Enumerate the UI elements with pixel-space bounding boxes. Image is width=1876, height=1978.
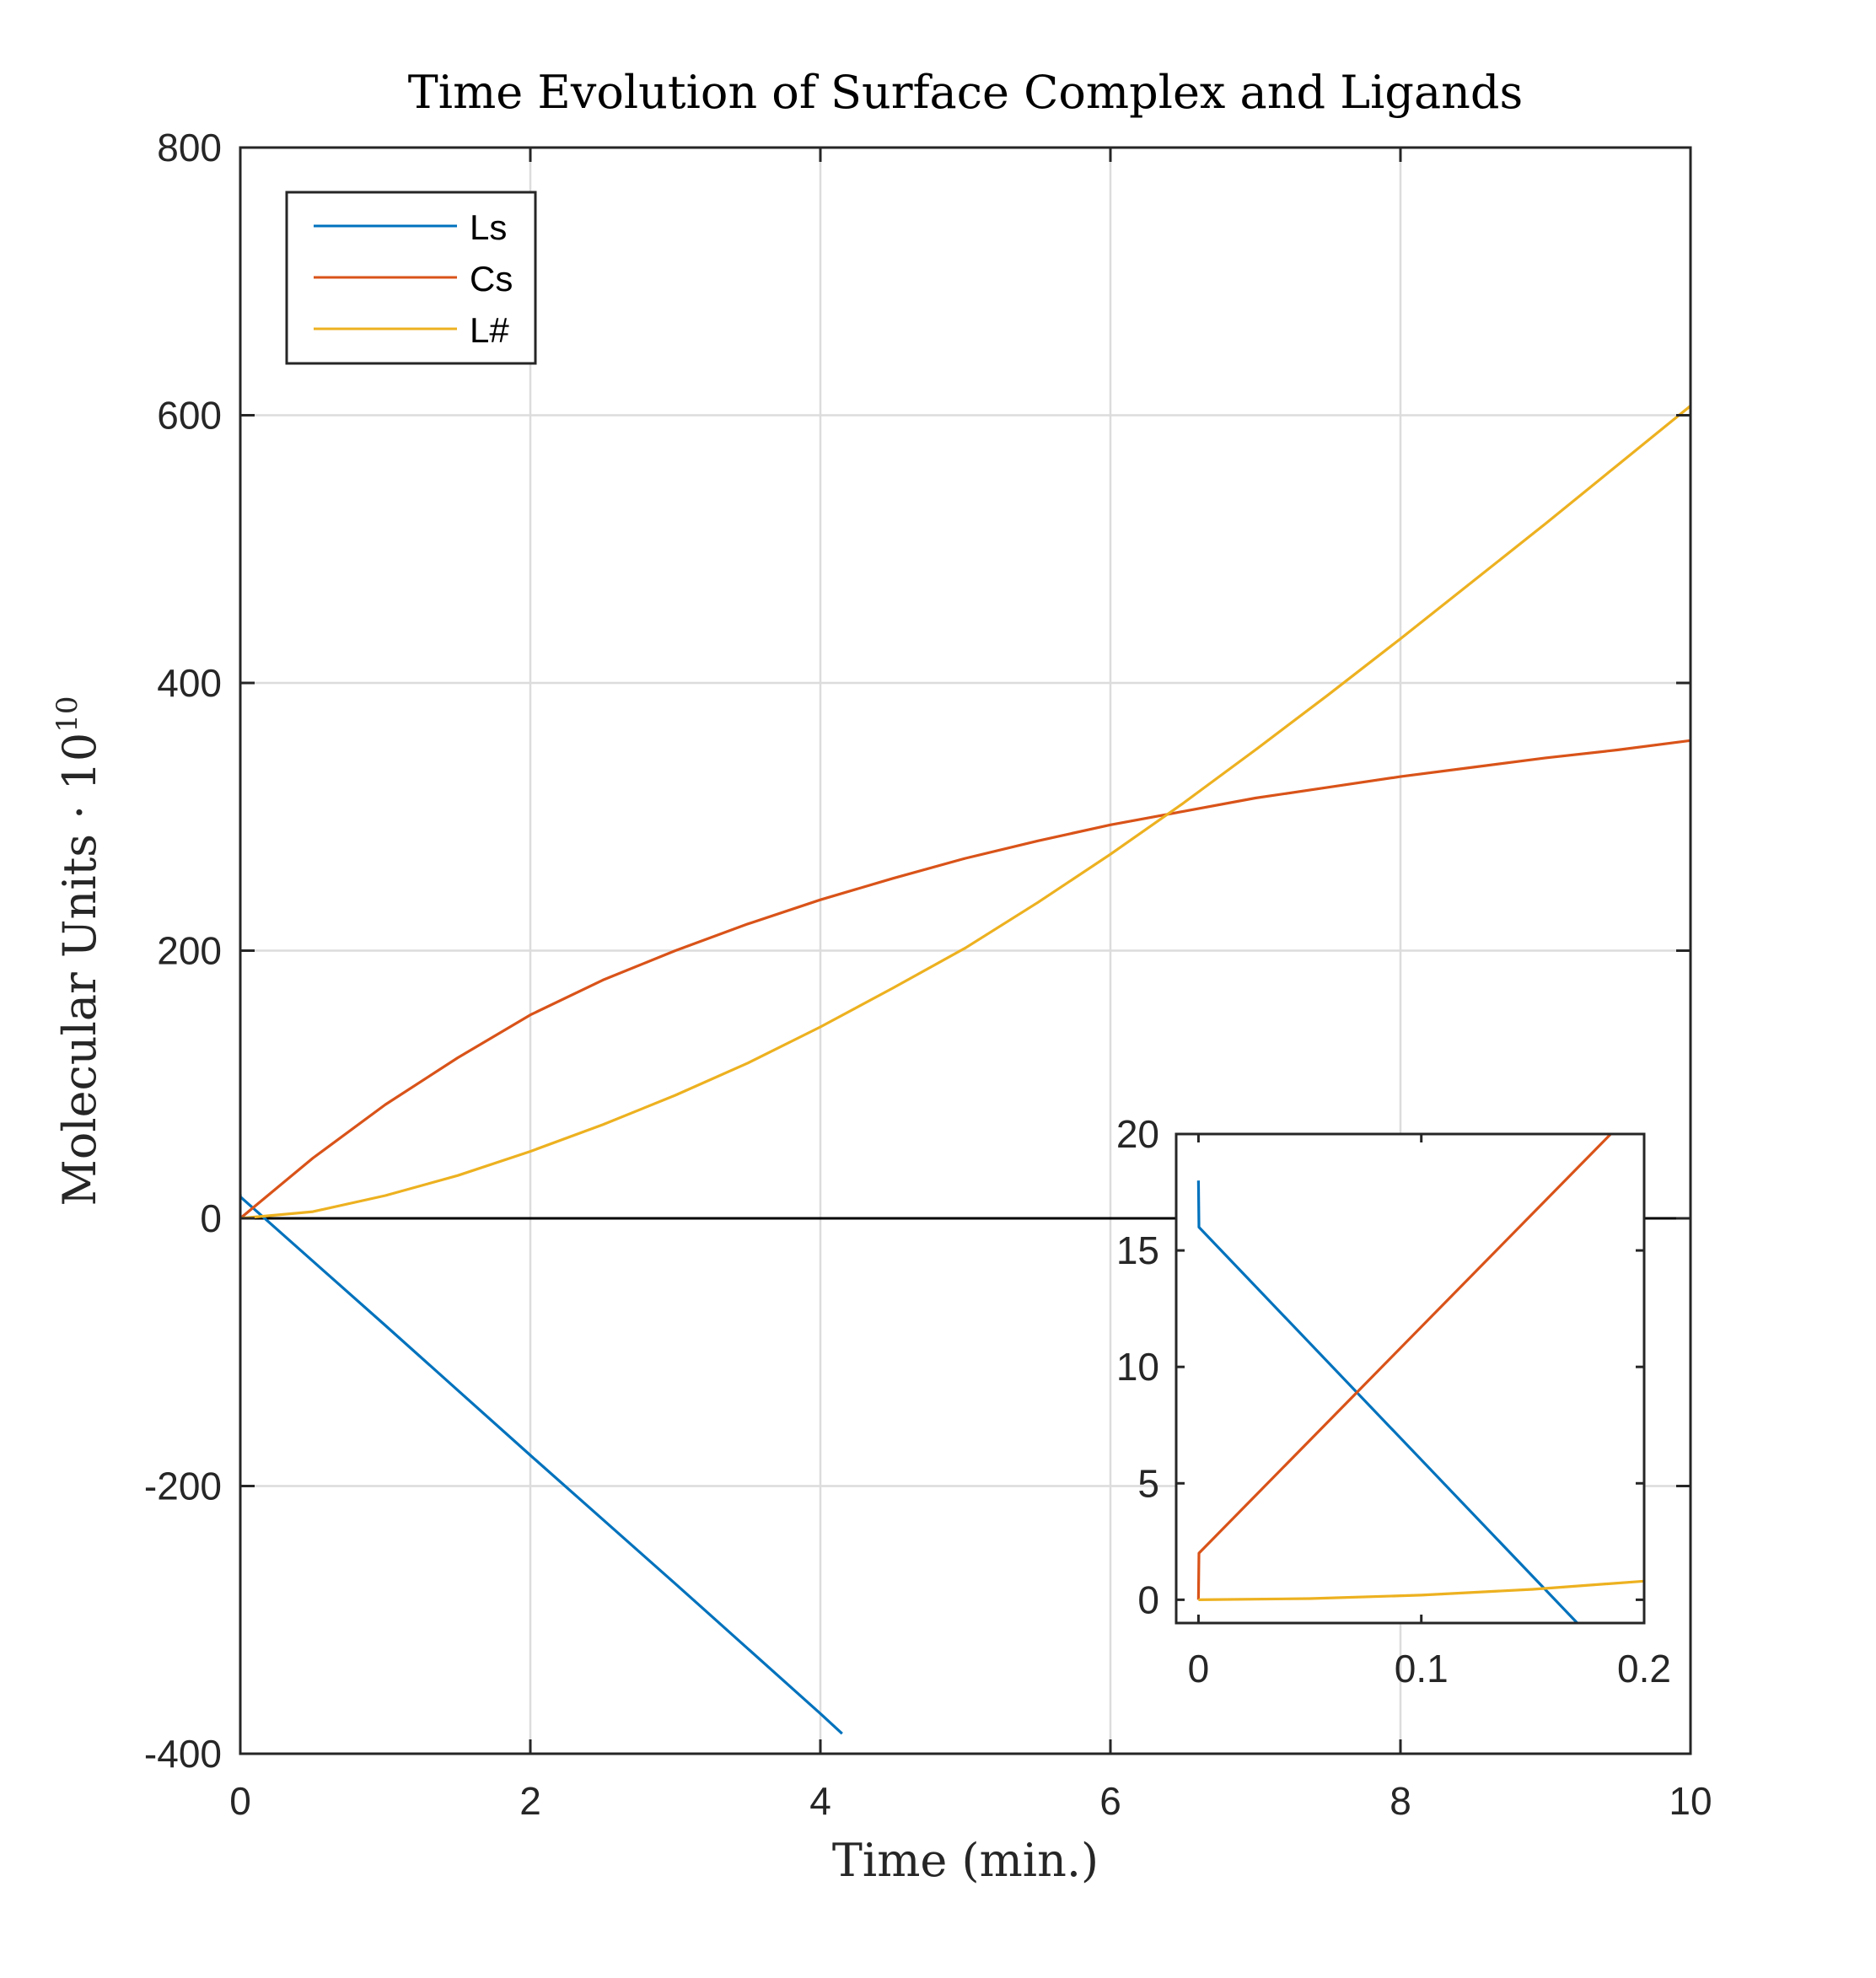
main-y-tick-label: 400 [157,661,222,705]
x-axis-label: Time (min.) [832,1834,1099,1887]
series-line-lhash [240,405,1691,1220]
main-x-tick-labels: 0 2 4 6 8 10 [229,1779,1712,1823]
inset-axes-box [1175,1132,1646,1625]
y-axis-label-main: Molecular Units · 10 [53,733,106,1207]
main-x-tick-label: 4 [809,1779,831,1823]
y-axis-label-exponent: 10 [51,696,84,733]
main-y-tick-labels: -400 -200 0 200 400 600 800 [144,126,222,1776]
legend-label-ls: Ls [470,207,507,247]
inset-y-tick-label: 5 [1137,1461,1159,1505]
inset-x-tick-label: 0.2 [1617,1647,1671,1690]
inset-ticks [1176,1132,1646,1623]
inset-y-tick-labels: 0 5 10 15 20 [1116,1112,1159,1621]
inset-series-line-ls [1196,1180,1578,1623]
main-y-tick-label: 600 [157,394,222,438]
inset-series-line-cs [1196,1134,1612,1600]
main-ticks [239,146,1692,1755]
main-y-tick-label: 800 [157,126,222,169]
legend: Ls Cs L# [285,191,537,365]
main-y-tick-label: -200 [144,1465,222,1508]
inset-y-tick-label: 0 [1137,1578,1159,1621]
legend-label-cs: Cs [470,259,513,298]
inset-y-tick-label: 15 [1116,1228,1159,1272]
inset-axes: 0 0.1 0.2 0 5 10 15 20 [1116,1112,1671,1690]
main-x-tick-label: 6 [1099,1779,1121,1823]
main-y-tick-label: 0 [200,1196,222,1240]
main-y-tick-label: -400 [144,1732,222,1776]
inset-y-tick-label: 10 [1116,1345,1159,1389]
main-y-tick-label: 200 [157,929,222,973]
main-x-tick-label: 10 [1669,1779,1712,1823]
main-x-tick-label: 0 [229,1779,251,1823]
inset-series-line-lhash [1198,1579,1644,1601]
inset-y-tick-label: 20 [1116,1112,1159,1156]
inset-x-tick-label: 0 [1188,1647,1210,1690]
inset-x-tick-label: 0.1 [1395,1647,1449,1690]
inset-plot-area [1176,1134,1644,1623]
inset-x-tick-labels: 0 0.1 0.2 [1188,1647,1671,1690]
series-line-cs [240,739,1691,1220]
main-x-tick-label: 2 [519,1779,541,1823]
legend-label-lhash: L# [470,310,509,350]
y-axis-label: Molecular Units · 1010 [51,696,106,1207]
inset-series-lines [1196,1134,1644,1623]
main-x-tick-label: 8 [1390,1779,1411,1823]
chart-title: Time Evolution of Surface Complex and Li… [408,66,1523,119]
